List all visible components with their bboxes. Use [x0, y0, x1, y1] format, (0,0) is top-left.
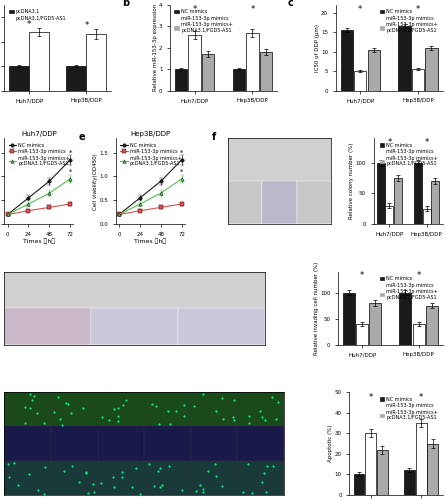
Title: Huh7/DDP: Huh7/DDP	[21, 130, 57, 136]
Point	[224, 150, 231, 158]
Bar	[260, 52, 272, 90]
Bar	[343, 292, 355, 344]
Legend: pcDNA3.1, pcDNA3.1/FGD5-AS1: pcDNA3.1, pcDNA3.1/FGD5-AS1	[7, 8, 68, 23]
Point	[365, 253, 372, 261]
Point	[264, 347, 271, 355]
Bar	[262, 224, 296, 267]
Point	[179, 278, 186, 285]
Text: *: *	[387, 138, 392, 147]
Bar	[356, 324, 368, 344]
Bar	[369, 303, 381, 344]
Y-axis label: IC50 of DDP (μm): IC50 of DDP (μm)	[315, 24, 320, 72]
Text: c: c	[287, 0, 293, 8]
Text: *: *	[84, 21, 89, 30]
Text: *: *	[68, 169, 72, 175]
Bar	[394, 178, 402, 224]
Y-axis label: Relative colony number (%): Relative colony number (%)	[349, 143, 354, 220]
Bar	[30, 32, 49, 90]
Text: *: *	[193, 5, 197, 14]
Bar	[377, 163, 385, 224]
Bar	[377, 450, 388, 495]
Bar	[228, 181, 262, 224]
Point	[442, 390, 447, 398]
Bar	[86, 34, 106, 90]
Legend: NC mimics, miR-153-3p mimics, miR-153-3p mimics+
pcDNA3.1/FGD5-AS1: NC mimics, miR-153-3p mimics, miR-153-3p…	[378, 394, 440, 422]
Y-axis label: Relative invading cell number (%): Relative invading cell number (%)	[314, 262, 319, 354]
Text: *: *	[369, 394, 373, 402]
Legend: NC mimics, miR-153-3p mimics, miR-153-3p mimics+
pcDNA3.1/FGD5-AS1: NC mimics, miR-153-3p mimics, miR-153-3p…	[378, 141, 440, 169]
Text: b: b	[122, 0, 129, 8]
Bar	[202, 54, 214, 90]
Text: *: *	[180, 169, 184, 175]
Bar	[354, 474, 364, 495]
Bar	[341, 30, 353, 90]
Bar	[354, 71, 367, 90]
Bar	[189, 35, 201, 90]
Bar	[178, 308, 265, 344]
Title: Hep3B/DDP: Hep3B/DDP	[131, 130, 171, 136]
Text: *: *	[358, 5, 363, 14]
Bar	[425, 48, 438, 90]
Y-axis label: Cell viability(OD450): Cell viability(OD450)	[93, 153, 98, 210]
Bar	[413, 324, 425, 344]
Bar	[262, 181, 296, 224]
Text: *: *	[27, 20, 31, 29]
Bar	[228, 224, 262, 267]
Bar	[426, 306, 438, 344]
Legend: NC mimics, miR-153-3p mimics, miR-153-3p mimics+
pcDNA3.1/FGD5-AS1: NC mimics, miR-153-3p mimics, miR-153-3p…	[378, 8, 440, 35]
Bar	[296, 181, 331, 224]
Bar	[4, 344, 91, 381]
Bar	[365, 434, 376, 495]
Bar	[431, 181, 439, 224]
Text: *: *	[250, 5, 254, 14]
Bar	[178, 344, 265, 381]
Bar	[404, 470, 415, 495]
Bar	[296, 224, 331, 267]
Text: *: *	[417, 270, 421, 280]
Legend: NC mimics, miR-153-3p mimics, miR-153-3p mimics+
pcDNA3.1/FGD5-AS1: NC mimics, miR-153-3p mimics, miR-153-3p…	[378, 274, 440, 301]
Y-axis label: Relative miR-153-3p expression: Relative miR-153-3p expression	[152, 4, 157, 92]
Bar	[9, 66, 30, 90]
Text: *: *	[425, 138, 429, 147]
Y-axis label: Apoptotic (%): Apoptotic (%)	[328, 425, 333, 463]
Bar	[91, 308, 178, 344]
Text: f: f	[212, 132, 216, 141]
Bar	[399, 292, 412, 344]
Legend: NC mimics, miR-153-3p mimics, miR-153-3p mimics+
pcDNA3.1/FGD5-AS1: NC mimics, miR-153-3p mimics, miR-153-3p…	[118, 141, 183, 169]
Bar	[91, 344, 178, 381]
Bar	[414, 163, 422, 224]
Text: *: *	[416, 5, 420, 14]
Bar	[175, 69, 187, 90]
Bar	[423, 208, 431, 224]
Text: *: *	[68, 150, 72, 156]
Bar	[233, 69, 245, 90]
Bar	[4, 308, 91, 344]
Text: *: *	[419, 394, 423, 402]
X-axis label: Times （h）: Times （h）	[23, 238, 55, 244]
Bar	[367, 50, 380, 90]
Text: e: e	[78, 132, 85, 141]
X-axis label: Times （h）: Times （h）	[135, 238, 167, 244]
Legend: NC mimics, miR-153-3p mimics, miR-153-3p mimics+
pcDNA3.1/FGD5-AS1: NC mimics, miR-153-3p mimics, miR-153-3p…	[7, 141, 72, 169]
Bar	[246, 33, 258, 90]
Text: *: *	[180, 150, 184, 156]
Text: *: *	[360, 270, 364, 280]
Point	[172, 154, 179, 162]
Legend: NC mimics, miR-153-3p mimics, miR-153-3p mimics+
pcDNA3.1/FGD5-AS1: NC mimics, miR-153-3p mimics, miR-153-3p…	[173, 8, 235, 35]
Bar	[427, 444, 439, 495]
Bar	[67, 66, 86, 90]
Bar	[398, 26, 411, 90]
Bar	[416, 423, 426, 495]
Bar	[385, 206, 393, 224]
Bar	[412, 69, 424, 90]
